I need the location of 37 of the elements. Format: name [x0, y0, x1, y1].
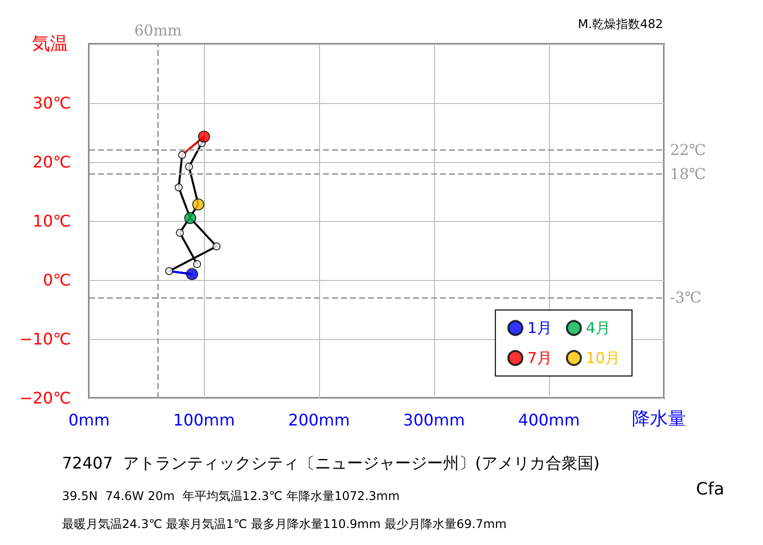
legend-label: 1月	[527, 319, 552, 337]
point	[174, 183, 183, 192]
x-tick-label: 100mm	[173, 410, 235, 430]
ref-line-label: -3℃	[670, 288, 702, 307]
legend-label: 7月	[527, 349, 552, 367]
y-tick-label: 10℃	[32, 212, 71, 230]
ref-line-label: 18℃	[670, 164, 706, 183]
point	[192, 198, 204, 210]
legend-label: 4月	[586, 319, 610, 337]
text: 72407 アトランティックシティ〔ニュージャージー州〕(アメリカ合衆国)	[62, 454, 600, 472]
x-tick-label: 0mm	[68, 410, 110, 430]
point	[186, 268, 198, 280]
y-tick-label: 30℃	[32, 94, 71, 112]
legend-label: 10月	[586, 349, 620, 367]
point	[198, 130, 210, 143]
text: 最暖月気温24.3℃ 最寒月気温1℃ 最多月降水量110.9mm 最少月降水量69.7mm	[62, 517, 507, 531]
x-axis-title: 降水量	[632, 408, 686, 430]
point	[165, 267, 174, 276]
y-tick-label: −20℃	[19, 388, 71, 408]
point	[184, 212, 196, 224]
y-axis-title: 気温	[32, 34, 68, 54]
text: M.乾燥指数482	[578, 17, 664, 31]
x-tick-label: 300mm	[403, 410, 465, 430]
y-tick-label: −10℃	[19, 330, 71, 348]
point	[193, 260, 202, 268]
ref-line-label: 60mm	[134, 22, 182, 40]
ref-line-label: 22℃	[670, 141, 706, 160]
x-tick-label: 400mm	[518, 410, 580, 430]
x-tick-label: 200mm	[288, 410, 350, 430]
y-tick-label: 0℃	[42, 270, 71, 290]
text: 39.5N 74.6W 20m 年平均気温12.3℃ 年降水量1072.3mm	[62, 489, 400, 503]
point	[185, 162, 194, 171]
point	[178, 150, 186, 159]
point	[212, 242, 221, 250]
point	[176, 228, 184, 237]
text: Cfa	[696, 480, 724, 500]
y-tick-label: 20℃	[32, 152, 71, 172]
